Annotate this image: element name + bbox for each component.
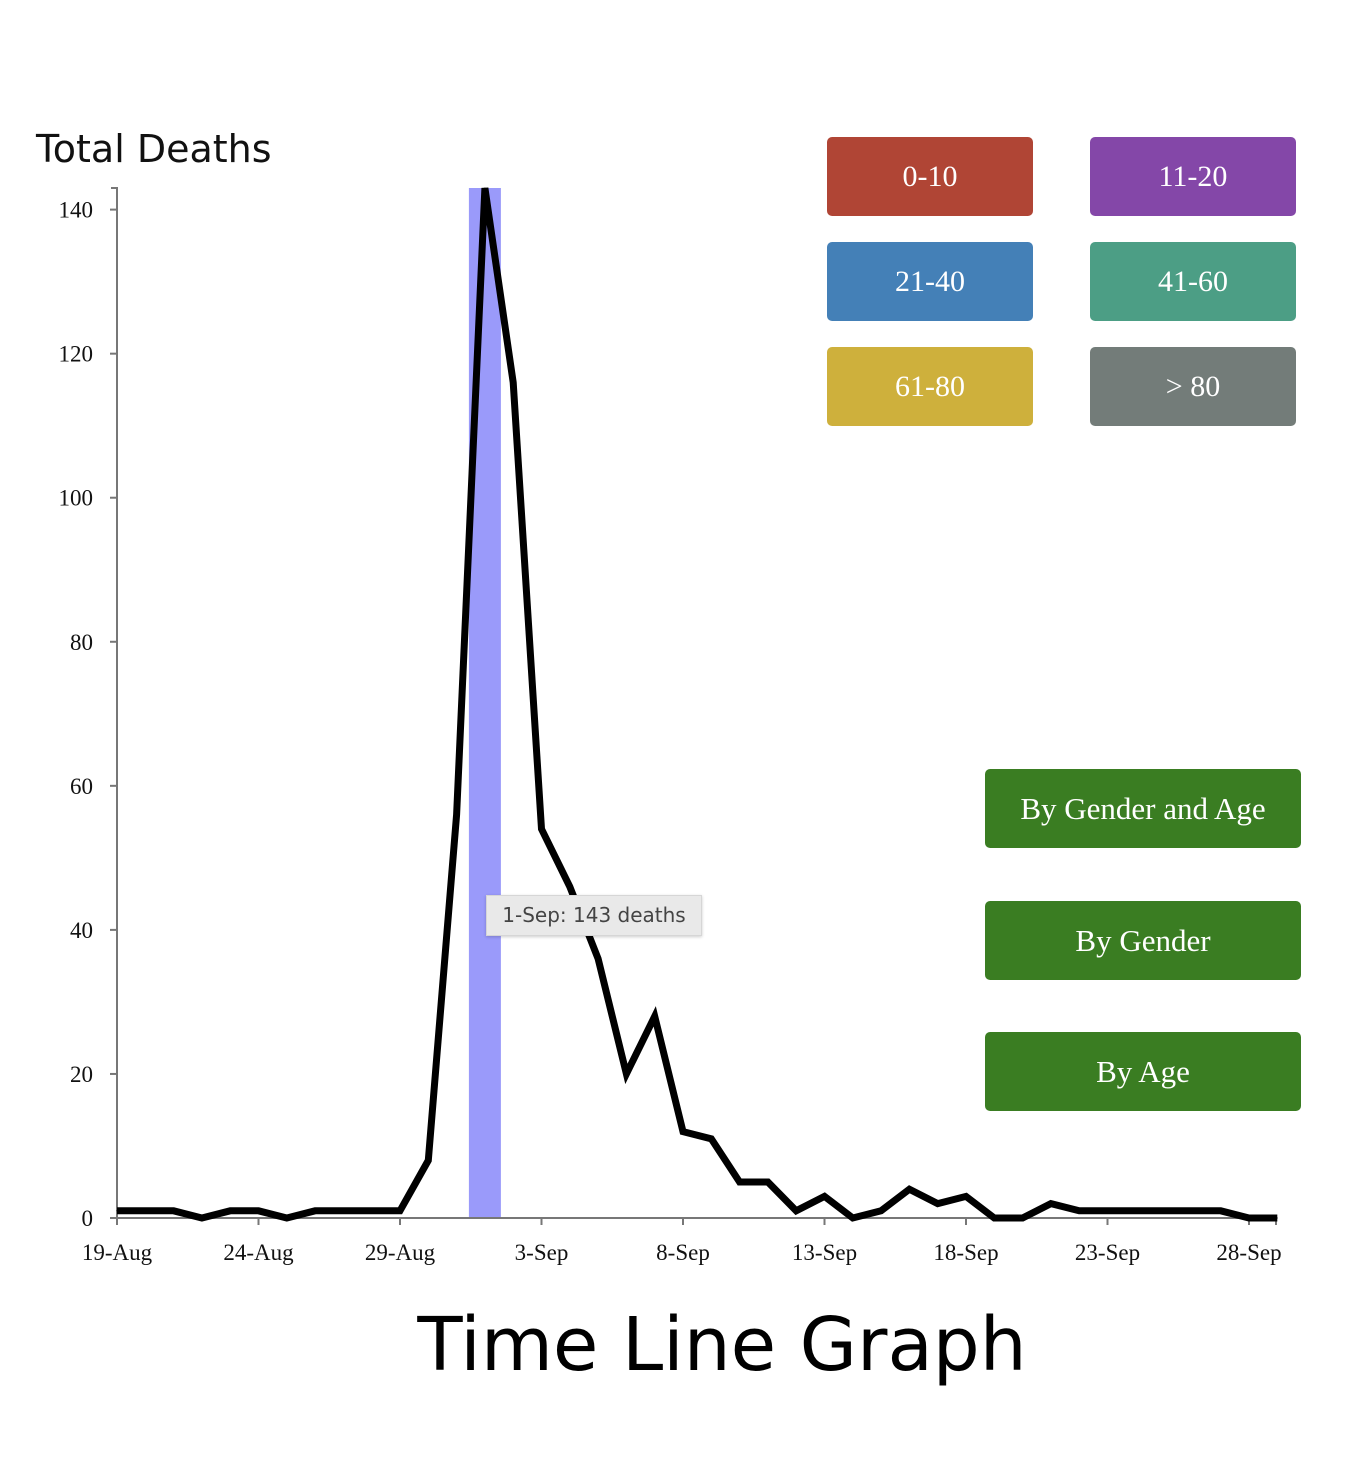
legend-age-over-80[interactable]: > 80: [1090, 347, 1296, 426]
data-point: [286, 1217, 288, 1219]
data-point: [229, 1210, 231, 1212]
data-point: [342, 1210, 344, 1212]
data-point: [371, 1210, 373, 1212]
x-tick-label: 8-Sep: [656, 1240, 710, 1265]
legend-age-21-40[interactable]: 21-40: [827, 242, 1033, 321]
data-point: [427, 1159, 429, 1161]
x-tick-label: 3-Sep: [515, 1240, 569, 1265]
data-point: [937, 1203, 939, 1205]
data-point: [767, 1181, 769, 1183]
data-point: [654, 1015, 656, 1017]
data-point: [597, 958, 599, 960]
data-point: [484, 187, 486, 189]
data-point: [456, 814, 458, 816]
data-point: [625, 1073, 627, 1075]
data-point: [852, 1217, 854, 1219]
data-point: [569, 886, 571, 888]
data-point: [173, 1210, 175, 1212]
by-gender-and-age-button[interactable]: By Gender and Age: [985, 769, 1301, 848]
data-point: [908, 1188, 910, 1190]
data-point: [541, 828, 542, 830]
legend-age-41-60[interactable]: 41-60: [1090, 242, 1296, 321]
x-tick-label: 28-Sep: [1216, 1240, 1281, 1265]
x-tick-label: 29-Aug: [365, 1240, 436, 1265]
data-point: [116, 1210, 118, 1212]
data-point: [1135, 1210, 1137, 1212]
by-gender-button[interactable]: By Gender: [985, 901, 1301, 980]
hover-tooltip: 1-Sep: 143 deaths: [486, 895, 702, 936]
x-tick-label: 24-Aug: [223, 1240, 294, 1265]
data-point: [144, 1210, 146, 1212]
y-tick-label: 100: [59, 486, 94, 511]
data-point: [399, 1210, 401, 1212]
data-point: [1248, 1217, 1250, 1219]
data-point: [314, 1210, 316, 1212]
series-line: [117, 187, 1278, 1222]
x-tick-label: 13-Sep: [792, 1240, 857, 1265]
data-point: [201, 1217, 203, 1219]
data-point: [1191, 1210, 1193, 1212]
page-title: Time Line Graph: [417, 1302, 1027, 1388]
data-point: [258, 1210, 259, 1212]
data-point: [682, 1131, 684, 1133]
y-tick-label: 0: [82, 1206, 94, 1231]
plot-layer: 0 20 40 60 80 100 120 140 19-Aug 24-Aug 29-Aug 3-Se…: [59, 187, 1282, 1265]
legend-age-0-10[interactable]: 0-10: [827, 137, 1033, 216]
data-point: [993, 1217, 995, 1219]
y-tick-label: 120: [59, 342, 94, 367]
by-age-button[interactable]: By Age: [985, 1032, 1301, 1111]
x-tick-label: 18-Sep: [933, 1240, 998, 1265]
data-point: [824, 1195, 825, 1197]
data-point: [710, 1138, 712, 1140]
y-tick-label: 60: [70, 774, 93, 799]
data-point: [1022, 1217, 1024, 1219]
y-tick-label: 40: [70, 918, 93, 943]
highlight-bar: [468, 188, 501, 1218]
y-tick-label: 20: [70, 1062, 93, 1087]
data-point: [1276, 1217, 1278, 1219]
data-point: [1050, 1203, 1052, 1205]
data-point: [512, 382, 514, 383]
y-tick-label: 140: [59, 198, 94, 223]
data-point: [739, 1181, 741, 1183]
data-point: [1107, 1210, 1108, 1212]
data-point: [1220, 1210, 1222, 1212]
y-tick-label: 80: [70, 630, 93, 655]
x-tick-label: 19-Aug: [82, 1240, 153, 1265]
data-point: [880, 1210, 882, 1212]
legend-age-61-80[interactable]: 61-80: [827, 347, 1033, 426]
data-point: [965, 1195, 967, 1197]
legend-age-11-20[interactable]: 11-20: [1090, 137, 1296, 216]
y-axis-title: Total Deaths: [35, 127, 272, 171]
x-tick-label: 23-Sep: [1075, 1240, 1140, 1265]
data-point: [1078, 1210, 1080, 1212]
data-point: [1163, 1210, 1165, 1212]
data-point: [795, 1210, 797, 1212]
